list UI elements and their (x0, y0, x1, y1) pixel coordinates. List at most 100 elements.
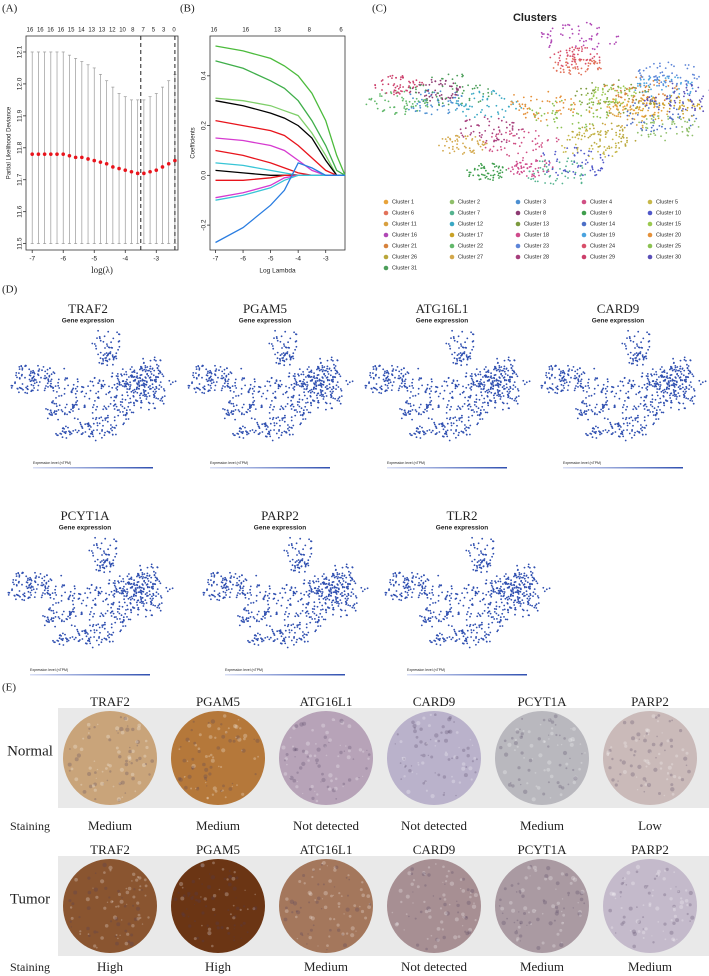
cell-dot (498, 94, 501, 97)
cell-dot (675, 398, 678, 400)
cell-dot (145, 377, 147, 379)
cell-dot (580, 173, 583, 176)
cell-dot (582, 387, 584, 389)
cell-dot (98, 643, 100, 646)
cell-dot (290, 416, 293, 418)
cell-dot (395, 92, 398, 95)
cell-dot (132, 411, 135, 414)
cell-dot (326, 367, 328, 370)
cell-dot (295, 383, 298, 386)
cell-dot (591, 168, 594, 171)
cell-dot (115, 424, 118, 427)
cell-dot (260, 395, 263, 398)
cell-dot (310, 375, 313, 378)
cell-dot (396, 85, 399, 87)
cell-dot (580, 182, 583, 185)
cell-dot (583, 410, 586, 413)
cell-dot (653, 100, 656, 103)
cell-dot (655, 380, 657, 383)
cell-dot (445, 433, 448, 436)
cell-dot (121, 368, 124, 370)
cell-dot (31, 379, 33, 382)
cell-dot (509, 170, 512, 173)
cell-dot (579, 174, 582, 177)
cell-dot (622, 435, 625, 438)
cell-dot (515, 107, 517, 110)
cell-dot (550, 39, 553, 41)
cell-dot (271, 418, 274, 421)
cell-dot (409, 402, 412, 405)
cell-dot (566, 54, 569, 56)
cell-dot (658, 82, 661, 85)
cell-dot (458, 347, 460, 349)
cell-dot (468, 118, 471, 121)
cell-dot (503, 378, 506, 381)
cell-dot (409, 397, 411, 399)
cell-dot (155, 381, 157, 383)
cell-dot (497, 174, 500, 177)
cell-dot (317, 365, 319, 368)
cell-dot (496, 394, 498, 397)
cell-dot (283, 364, 286, 367)
cell-dot (465, 375, 468, 378)
cell-dot (285, 358, 288, 361)
cell-dot (446, 406, 448, 409)
cell-dot (151, 379, 154, 382)
cell-dot (614, 89, 616, 92)
cell-dot (469, 405, 472, 408)
cell-dot (476, 423, 479, 426)
cell-dot (282, 357, 285, 359)
cell-dot (472, 149, 475, 152)
cell-dot (433, 421, 436, 424)
cell-dot (661, 103, 664, 105)
cell-dot (408, 413, 411, 415)
cell-dot (531, 109, 534, 112)
cell-dot (570, 160, 573, 163)
cell-dot (102, 358, 104, 360)
cell-dot (562, 151, 565, 154)
cell-dot (582, 40, 585, 43)
cell-dot (512, 103, 514, 105)
cell-dot (693, 389, 696, 392)
cell-dot (274, 397, 277, 399)
cell-dot (515, 400, 518, 402)
cell-dot (321, 370, 324, 373)
cell-dot (511, 125, 514, 127)
cell-dot (600, 167, 603, 169)
cell-dot (372, 368, 375, 370)
cell-dot (152, 374, 155, 377)
cell-dot (101, 638, 103, 641)
cell-dot (557, 51, 560, 54)
cell-dot (641, 120, 643, 122)
cell-dot (669, 96, 672, 98)
cell-dot (387, 382, 390, 385)
cell-dot (649, 411, 652, 413)
cell-dot (603, 83, 605, 86)
cell-dot (551, 27, 554, 30)
cell-dot (650, 384, 652, 386)
cell-dot (488, 120, 491, 123)
cell-dot (80, 611, 83, 614)
cell-dot (406, 89, 408, 92)
x-tick-label: -3 (153, 256, 159, 263)
cell-dot (640, 341, 642, 344)
cell-dot (695, 117, 698, 120)
cell-dot (619, 104, 621, 107)
cell-dot (74, 615, 77, 617)
cell-dot (309, 380, 312, 382)
cell-dot (455, 94, 458, 96)
cell-dot (576, 152, 579, 154)
cell-dot (289, 358, 292, 361)
cell-dot (248, 388, 251, 391)
cell-dot (606, 147, 609, 150)
cell-dot (461, 75, 464, 78)
cell-dot (523, 130, 526, 133)
legend-swatch (383, 232, 389, 238)
legend-swatch (383, 210, 389, 216)
cell-dot (232, 397, 234, 399)
cell-dot (299, 411, 301, 413)
cell-dot (238, 430, 241, 433)
cell-dot (436, 432, 438, 434)
cell-dot (614, 423, 617, 426)
cell-dot (329, 393, 332, 396)
